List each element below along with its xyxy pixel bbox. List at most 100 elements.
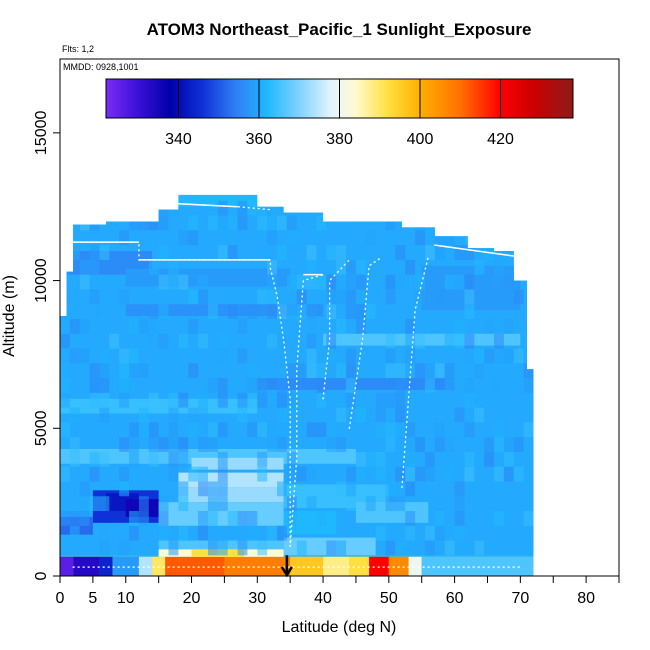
heatmap-cell [89, 259, 100, 275]
heatmap-cell [336, 245, 347, 260]
heatmap-cell [129, 215, 139, 231]
heatmap-cell [247, 200, 258, 216]
colorbar-tick-label: 340 [165, 131, 192, 148]
heatmap-cell [385, 392, 396, 408]
heatmap-cell [247, 422, 258, 438]
heatmap-cell [336, 289, 347, 305]
heatmap-cell [474, 540, 485, 556]
heatmap-cell [198, 466, 208, 482]
heatmap-cell [257, 200, 268, 216]
heatmap-cell [454, 318, 465, 334]
heatmap-cell [129, 511, 139, 526]
heatmap-cell [99, 392, 110, 408]
heatmap-cell [346, 289, 356, 305]
heatmap-cell [178, 437, 189, 452]
heatmap-cell [503, 318, 514, 334]
heatmap-cell [198, 274, 208, 290]
heatmap-cell [207, 422, 218, 438]
heatmap-cell [365, 451, 376, 467]
heatmap-cell [178, 230, 189, 246]
heatmap-cell [198, 289, 208, 305]
heatmap-cell [165, 556, 225, 576]
heatmap-cell [138, 318, 149, 334]
heatmap-cell [69, 245, 80, 260]
heatmap-cell [89, 378, 100, 393]
heatmap-cell [277, 378, 287, 393]
heatmap-cell [336, 481, 347, 497]
heatmap-cell [69, 407, 80, 423]
heatmap-cell [207, 215, 218, 231]
heatmap-cell [129, 437, 139, 452]
heatmap-cell [503, 215, 514, 231]
heatmap-cell [158, 274, 169, 290]
heatmap-cell [523, 333, 534, 349]
heatmap-cell [60, 556, 74, 576]
heatmap-cell [415, 215, 425, 231]
heatmap-cell [138, 363, 149, 379]
heatmap-cell [355, 304, 366, 319]
heatmap-cell [375, 407, 386, 423]
heatmap-cell [434, 437, 445, 452]
heatmap-cell [191, 457, 284, 470]
heatmap-cell [523, 215, 534, 231]
heatmap-cell [405, 511, 416, 526]
colorbar-tick-label: 420 [487, 131, 514, 148]
heatmap-cell [434, 525, 445, 541]
heatmap-cell [129, 451, 139, 467]
heatmap-cell [434, 422, 445, 438]
heatmap-cell [326, 540, 337, 556]
heatmap-cell [296, 363, 307, 379]
heatmap-cell [198, 481, 208, 497]
heatmap-cell [444, 466, 455, 482]
y-tick-label: 0 [33, 571, 50, 580]
heatmap-cell [152, 556, 166, 576]
heatmap-cell [267, 289, 278, 305]
heatmap-cell [168, 451, 179, 467]
heatmap-cell [217, 496, 228, 512]
heatmap-cell [73, 556, 100, 576]
colorbar-tick-label: 360 [246, 131, 273, 148]
heatmap-cell [434, 230, 445, 246]
heatmap-cell [158, 215, 169, 231]
heatmap-cell [99, 348, 110, 364]
colorbar-tick-label: 400 [407, 131, 434, 148]
heatmap-cell [138, 407, 149, 423]
heatmap-cell [513, 230, 524, 246]
heatmap-cell [60, 259, 70, 275]
heatmap-cell [316, 422, 327, 438]
heatmap-cell [464, 348, 475, 364]
heatmap-cell [424, 525, 435, 541]
heatmap-cell [405, 466, 416, 482]
heatmap-cell [119, 289, 130, 305]
heatmap-cell [168, 540, 179, 556]
heatmap-cell [119, 466, 130, 482]
heatmap-cell [89, 245, 100, 260]
heatmap-cell [415, 230, 425, 246]
flight-track [322, 259, 351, 400]
heatmap-cell [60, 466, 70, 482]
x-tick-label: 50 [380, 590, 398, 607]
heatmap-cell [125, 304, 324, 317]
heatmap-cell [346, 496, 356, 512]
heatmap-cell [454, 274, 465, 290]
heatmap-cell [60, 333, 70, 349]
heatmap-cell [148, 304, 159, 319]
heatmap-cell [444, 230, 455, 246]
heatmap-cell [138, 422, 149, 438]
heatmap-cell [405, 481, 416, 497]
heatmap-cell [138, 556, 153, 576]
heatmap-cell [375, 525, 386, 541]
heatmap-cell [286, 215, 297, 231]
heatmap-cell [494, 259, 504, 275]
heatmap-cell [454, 496, 465, 512]
heatmap-cell [326, 274, 337, 290]
heatmap-cell [158, 245, 169, 260]
heatmap-cell [395, 245, 406, 260]
heatmap-cell [503, 274, 514, 290]
heatmap-cell [129, 422, 139, 438]
heatmap-cell [306, 245, 317, 260]
x-tick-label: 10 [117, 590, 135, 607]
heatmap-cell [336, 363, 347, 379]
heatmap-cell [247, 363, 258, 379]
heatmap-cell [464, 451, 475, 467]
